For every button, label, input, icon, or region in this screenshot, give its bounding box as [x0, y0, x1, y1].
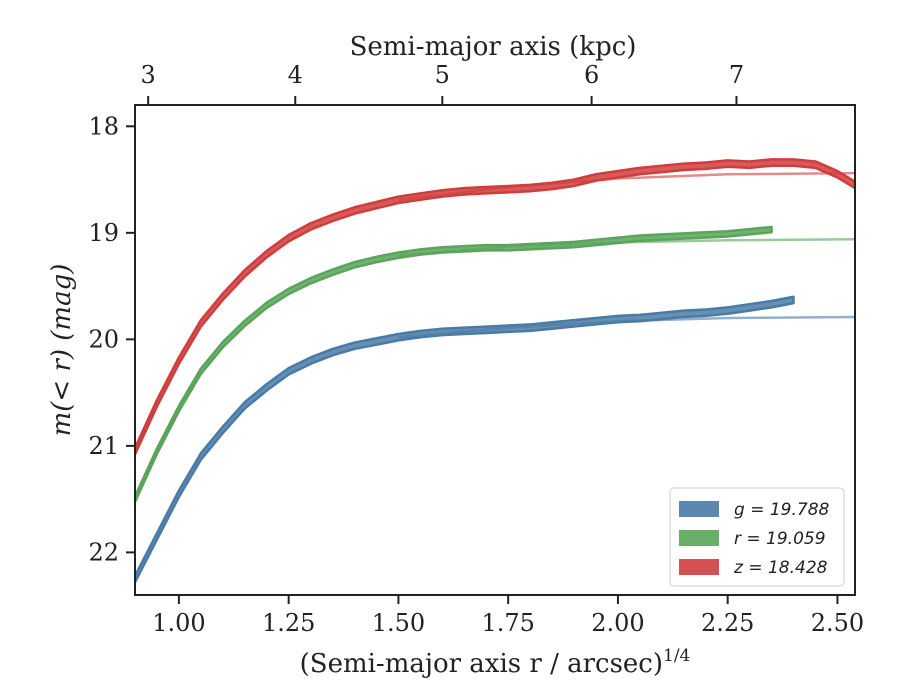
y-tick-label: 19: [88, 219, 119, 247]
x-tick-label: 1.25: [262, 609, 315, 637]
plot-area: [135, 158, 855, 584]
x-tick-label: 1.75: [481, 609, 534, 637]
top-axis-title: Semi-major axis (kpc): [350, 32, 637, 62]
top-x-tick-label: 5: [435, 61, 450, 89]
series-band-g: [135, 295, 795, 584]
top-x-tick-label: 6: [584, 61, 599, 89]
axes: 1.00 1.25 1.50 1.75 2.00 2.25 2.50 18 19 20 21 22 3 4…: [88, 61, 864, 637]
x-tick-label: 2.50: [811, 609, 864, 637]
top-x-tick-label: 3: [141, 61, 156, 89]
series-band-r: [135, 225, 773, 504]
legend-swatch-r: [679, 530, 719, 546]
legend-label-z: z = 18.428: [733, 558, 828, 578]
top-x-tick-label: 7: [729, 61, 744, 89]
y-axis-title: m(< r) (mag): [47, 264, 77, 437]
y-tick-label: 20: [88, 325, 119, 353]
legend-swatch-g: [679, 501, 719, 517]
series-band-z: [135, 158, 855, 456]
x-tick-label: 1.00: [152, 609, 205, 637]
legend-items: g = 19.788 r = 19.059 z = 18.428: [679, 500, 830, 578]
legend-label-g: g = 19.788: [734, 500, 830, 520]
plot-frame: [134, 104, 856, 596]
x-axis-title-text: (Semi-major axis r / arcsec): [300, 649, 663, 679]
y-tick-label: 18: [88, 112, 119, 140]
y-tick-label: 22: [88, 538, 119, 566]
top-x-tick-label: 4: [288, 61, 303, 89]
y-tick-label: 21: [88, 432, 119, 460]
legend: g = 19.788 r = 19.059 z = 18.428: [669, 487, 845, 587]
x-axis-title: (Semi-major axis r / arcsec)1/4: [300, 646, 691, 679]
legend-label-r: r = 19.059: [734, 529, 826, 549]
x-tick-label: 1.50: [372, 609, 425, 637]
x-axis-title-superscript: 1/4: [663, 646, 690, 666]
legend-swatch-z: [679, 559, 719, 575]
x-tick-label: 2.00: [591, 609, 644, 637]
x-tick-label: 2.25: [701, 609, 754, 637]
